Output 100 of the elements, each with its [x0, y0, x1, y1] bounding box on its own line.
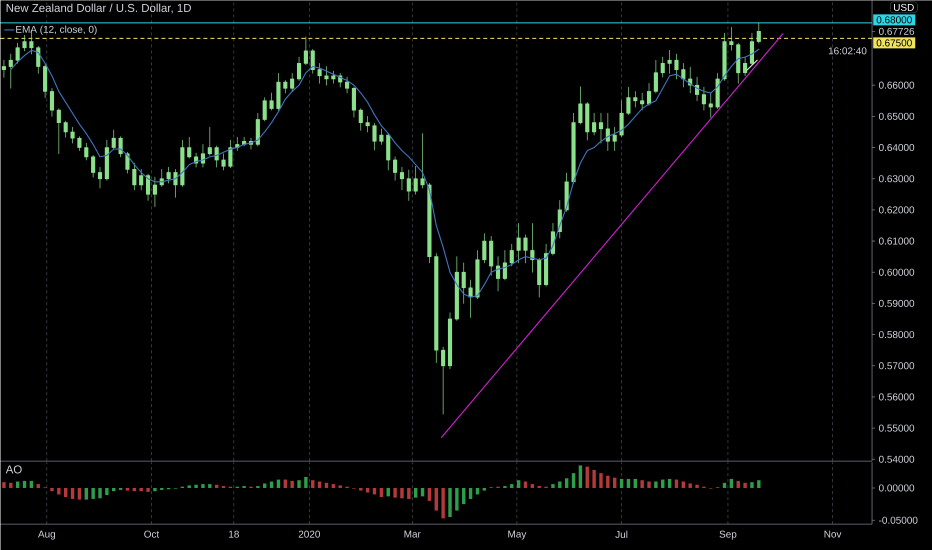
ref-line-label: 0.68000 [876, 16, 912, 24]
bar [592, 470, 596, 488]
candlestick [366, 116, 370, 132]
bar [304, 476, 308, 488]
candlestick [489, 236, 494, 276]
bar [661, 480, 664, 488]
y-axis-title: USD [894, 4, 914, 11]
candlestick [393, 156, 398, 181]
candlestick [722, 32, 727, 81]
candlestick [537, 258, 542, 298]
candlestick [414, 166, 418, 195]
candlestick [324, 66, 329, 86]
candlestick [523, 234, 528, 264]
candlestick [64, 120, 68, 138]
candlestick [702, 86, 706, 110]
bar [757, 480, 761, 488]
bar [682, 481, 686, 488]
bar [750, 482, 754, 488]
bar [105, 488, 109, 496]
bar [270, 481, 274, 488]
candlestick [626, 86, 630, 116]
bar [634, 478, 637, 488]
bar [558, 481, 562, 488]
bar [407, 488, 411, 499]
candlestick [592, 112, 596, 136]
candlestick [502, 250, 507, 280]
candlestick [654, 60, 658, 94]
bar [208, 484, 212, 488]
candlestick [716, 72, 720, 109]
bar [57, 488, 61, 494]
candlestick [386, 133, 390, 170]
candlestick [462, 262, 466, 304]
bar [730, 478, 734, 488]
bar [311, 480, 314, 488]
y-tick-label: 0.63000 [878, 175, 914, 182]
candlestick [406, 170, 411, 201]
candlestick [620, 100, 624, 137]
candlestick [448, 312, 452, 370]
bar [380, 488, 384, 497]
candlestick [256, 112, 260, 146]
y-tick-label: 0.62000 [878, 206, 914, 214]
bar [613, 478, 616, 488]
bar [386, 488, 390, 496]
bar [188, 485, 191, 488]
candlestick [132, 162, 136, 190]
candlestick [208, 126, 212, 156]
candlestick [304, 36, 308, 66]
candlestick [674, 54, 679, 80]
bar [30, 480, 34, 488]
x-tick-label: Aug [38, 530, 56, 540]
candlestick [187, 136, 192, 158]
candlestick [43, 64, 48, 98]
candlestick [221, 153, 226, 170]
candlestick [2, 60, 6, 78]
candlestick [612, 126, 617, 151]
y-tick-label: 0.67726 [878, 28, 914, 35]
bar [400, 488, 404, 498]
candlestick [270, 92, 274, 110]
candlestick [22, 34, 27, 52]
candlestick [84, 142, 88, 160]
candlestick [468, 280, 473, 318]
candlestick [510, 244, 514, 266]
bar [640, 480, 644, 488]
bar [414, 488, 418, 498]
candlestick [598, 112, 604, 144]
candlestick [571, 112, 576, 184]
bar [366, 488, 370, 492]
x-tick-label: 2020 [298, 530, 320, 538]
candlestick [516, 222, 521, 264]
annotation: 16:02:40 [828, 47, 866, 54]
bar [284, 480, 287, 488]
candlestick [756, 22, 761, 44]
candlestick [146, 174, 150, 201]
y-tick-label: 0.00000 [878, 484, 914, 492]
bar [482, 488, 486, 491]
candlestick [296, 56, 302, 81]
bar [551, 484, 555, 488]
candlestick [379, 128, 384, 145]
y-tick-label: 0.60000 [878, 268, 914, 276]
y-tick-label: 0.55000 [878, 424, 914, 432]
candlestick [585, 102, 590, 140]
candlestick [98, 166, 102, 188]
candlestick [400, 166, 404, 190]
bar [332, 484, 336, 488]
bar [276, 480, 280, 488]
bar [359, 488, 362, 491]
candlestick [50, 88, 54, 117]
candlestick [16, 42, 20, 64]
candlestick [427, 182, 432, 264]
bar [64, 488, 68, 497]
bar [606, 476, 610, 488]
bar [16, 481, 20, 488]
bar [688, 483, 692, 488]
bar [620, 478, 624, 488]
candlestick [352, 86, 356, 118]
bar [510, 484, 514, 488]
candlestick [344, 76, 350, 94]
y-tick-label: 0.66000 [878, 82, 914, 89]
candlestick [228, 140, 232, 168]
candlestick [434, 253, 438, 363]
